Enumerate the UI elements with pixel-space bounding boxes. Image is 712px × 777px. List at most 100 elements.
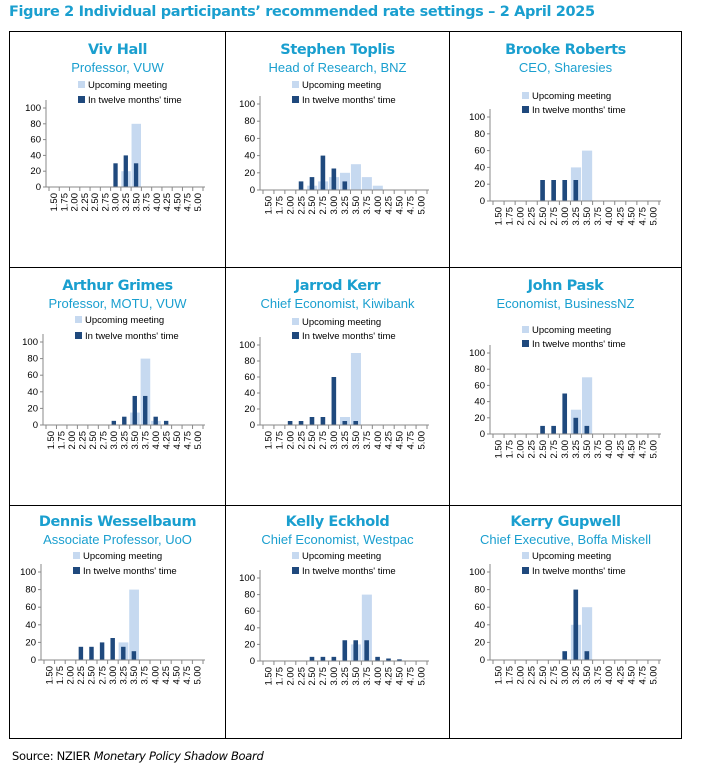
x-tick-label: 2.00 [285, 196, 296, 215]
x-tick-label: 5.00 [193, 193, 204, 212]
legend-swatch-twelve-months [522, 567, 529, 574]
bar-twelve-months-2.50 [540, 180, 545, 201]
y-tick-label: 40 [474, 397, 485, 408]
bar-twelve-months-3.25 [342, 640, 348, 661]
panel-brooke-roberts: Brooke Roberts CEO, Sharesies Upcoming mee… [450, 32, 681, 268]
x-tick-label: 4.75 [406, 431, 417, 450]
x-tick-label: 4.25 [161, 431, 172, 450]
x-tick-label: 2.25 [527, 440, 538, 459]
legend-swatch-twelve-months [292, 567, 299, 574]
x-tick-label: 2.50 [87, 666, 98, 685]
y-tick-label: 60 [27, 370, 38, 381]
chart-jarrod-kerr: Jarrod Kerr Chief Economist, Kiwibank Upco… [239, 278, 429, 450]
y-tick-label: 80 [244, 590, 255, 601]
x-tick-label: 4.75 [182, 431, 193, 450]
y-tick-label: 100 [469, 348, 485, 359]
bar-twelve-months-4.00 [375, 656, 380, 661]
x-tick-label: 3.50 [129, 666, 140, 685]
bar-twelve-months-3.25 [123, 155, 128, 187]
bar-twelve-months-2.50 [540, 425, 545, 434]
bar-upcoming-3.50 [581, 150, 593, 201]
chart-title: Kerry Gupwell [510, 514, 620, 530]
x-tick-label: 3.75 [142, 193, 153, 212]
x-tick-label: 1.50 [46, 431, 57, 450]
x-tick-label: 3.50 [351, 196, 362, 215]
bar-twelve-months-2.50 [89, 646, 94, 660]
x-tick-label: 5.00 [193, 431, 204, 450]
bar-twelve-months-3.50 [133, 163, 139, 187]
legend-swatch-upcoming [522, 92, 529, 99]
x-tick-label: 4.50 [626, 440, 637, 459]
x-tick-label: 3.00 [560, 666, 571, 685]
x-tick-label: 4.25 [162, 193, 173, 212]
y-tick-label: 20 [474, 179, 485, 190]
y-tick-label: 80 [474, 364, 485, 375]
panel-viv-hall: Viv Hall Professor, VUW Upcoming meeting In… [10, 32, 226, 268]
x-tick-label: 2.75 [100, 193, 111, 212]
legend-label-upcoming: Upcoming meeting [88, 80, 167, 91]
y-tick-label: 60 [244, 133, 255, 144]
bar-twelve-months-2.50 [309, 417, 315, 425]
x-tick-label: 2.25 [527, 666, 538, 685]
bar-twelve-months-3.25 [342, 421, 348, 425]
chart-subtitle: Chief Economist, Westpac [261, 532, 414, 547]
bar-twelve-months-3.75 [364, 640, 369, 661]
y-tick-label: 80 [30, 119, 41, 130]
y-tick-label: 100 [239, 99, 255, 110]
x-tick-label: 1.75 [274, 196, 285, 215]
bar-twelve-months-3.25 [122, 416, 127, 425]
x-tick-label: 5.00 [193, 666, 204, 685]
y-tick-label: 100 [469, 112, 485, 123]
x-tick-label: 2.75 [99, 431, 110, 450]
chart-subtitle: Associate Professor, UoO [43, 532, 192, 547]
source-prefix: Source: NZIER [12, 749, 94, 763]
y-tick-label: 100 [20, 567, 36, 578]
y-tick-label: 20 [474, 413, 485, 424]
x-tick-label: 4.50 [172, 193, 183, 212]
bar-upcoming-3.75 [140, 358, 151, 425]
x-tick-label: 3.00 [560, 440, 571, 459]
chart-subtitle: Professor, VUW [71, 60, 164, 75]
x-tick-label: 1.50 [49, 193, 60, 212]
x-tick-label: 2.00 [285, 431, 296, 450]
x-tick-label: 3.50 [582, 440, 593, 459]
source-publication: Monetary Policy Shadow Board [93, 749, 264, 763]
y-tick-label: 40 [244, 623, 255, 634]
x-tick-label: 2.75 [318, 667, 329, 686]
x-tick-label: 1.50 [263, 196, 274, 215]
legend-swatch-twelve-months [78, 96, 85, 103]
legend-label-upcoming: Upcoming meeting [302, 80, 381, 91]
bar-twelve-months-3.50 [353, 640, 359, 661]
x-tick-label: 2.75 [318, 431, 329, 450]
x-tick-label: 1.50 [494, 666, 505, 685]
x-tick-label: 2.75 [318, 196, 329, 215]
legend-label-upcoming: Upcoming meeting [532, 551, 611, 562]
chart-title: John Pask [527, 278, 605, 294]
legend-label-upcoming: Upcoming meeting [302, 551, 381, 562]
x-tick-label: 1.75 [274, 667, 285, 686]
source-note: Source: NZIER Monetary Policy Shadow Boa… [12, 749, 264, 763]
y-tick-label: 20 [474, 637, 485, 648]
legend-label-twelve-months: In twelve months' time [302, 331, 396, 342]
chart-title: Jarrod Kerr [294, 278, 382, 294]
bar-twelve-months-4.00 [153, 416, 158, 425]
x-tick-label: 2.75 [549, 207, 560, 226]
bar-twelve-months-2.75 [551, 180, 556, 201]
chart-grid: Viv Hall Professor, VUW Upcoming meeting In… [9, 31, 682, 739]
y-tick-label: 80 [27, 354, 38, 365]
x-tick-label: 1.50 [494, 207, 505, 226]
y-tick-label: 100 [469, 567, 485, 578]
bar-twelve-months-3.00 [331, 656, 337, 661]
x-tick-label: 3.00 [109, 431, 120, 450]
chart-title: Stephen Toplis [280, 42, 394, 58]
x-tick-label: 3.25 [121, 193, 132, 212]
panel-kelly-eckhold: Kelly Eckhold Chief Economist, Westpac Upc… [226, 506, 450, 738]
x-tick-label: 4.00 [373, 431, 384, 450]
y-tick-label: 40 [25, 620, 36, 631]
figure-title: Figure 2 Individual participants’ recomm… [9, 4, 595, 20]
chart-subtitle: CEO, Sharesies [519, 60, 613, 75]
y-tick-label: 100 [239, 340, 255, 351]
bar-twelve-months-2.50 [309, 177, 315, 190]
chart-subtitle: Chief Economist, Kiwibank [261, 296, 415, 311]
x-tick-label: 3.00 [560, 207, 571, 226]
